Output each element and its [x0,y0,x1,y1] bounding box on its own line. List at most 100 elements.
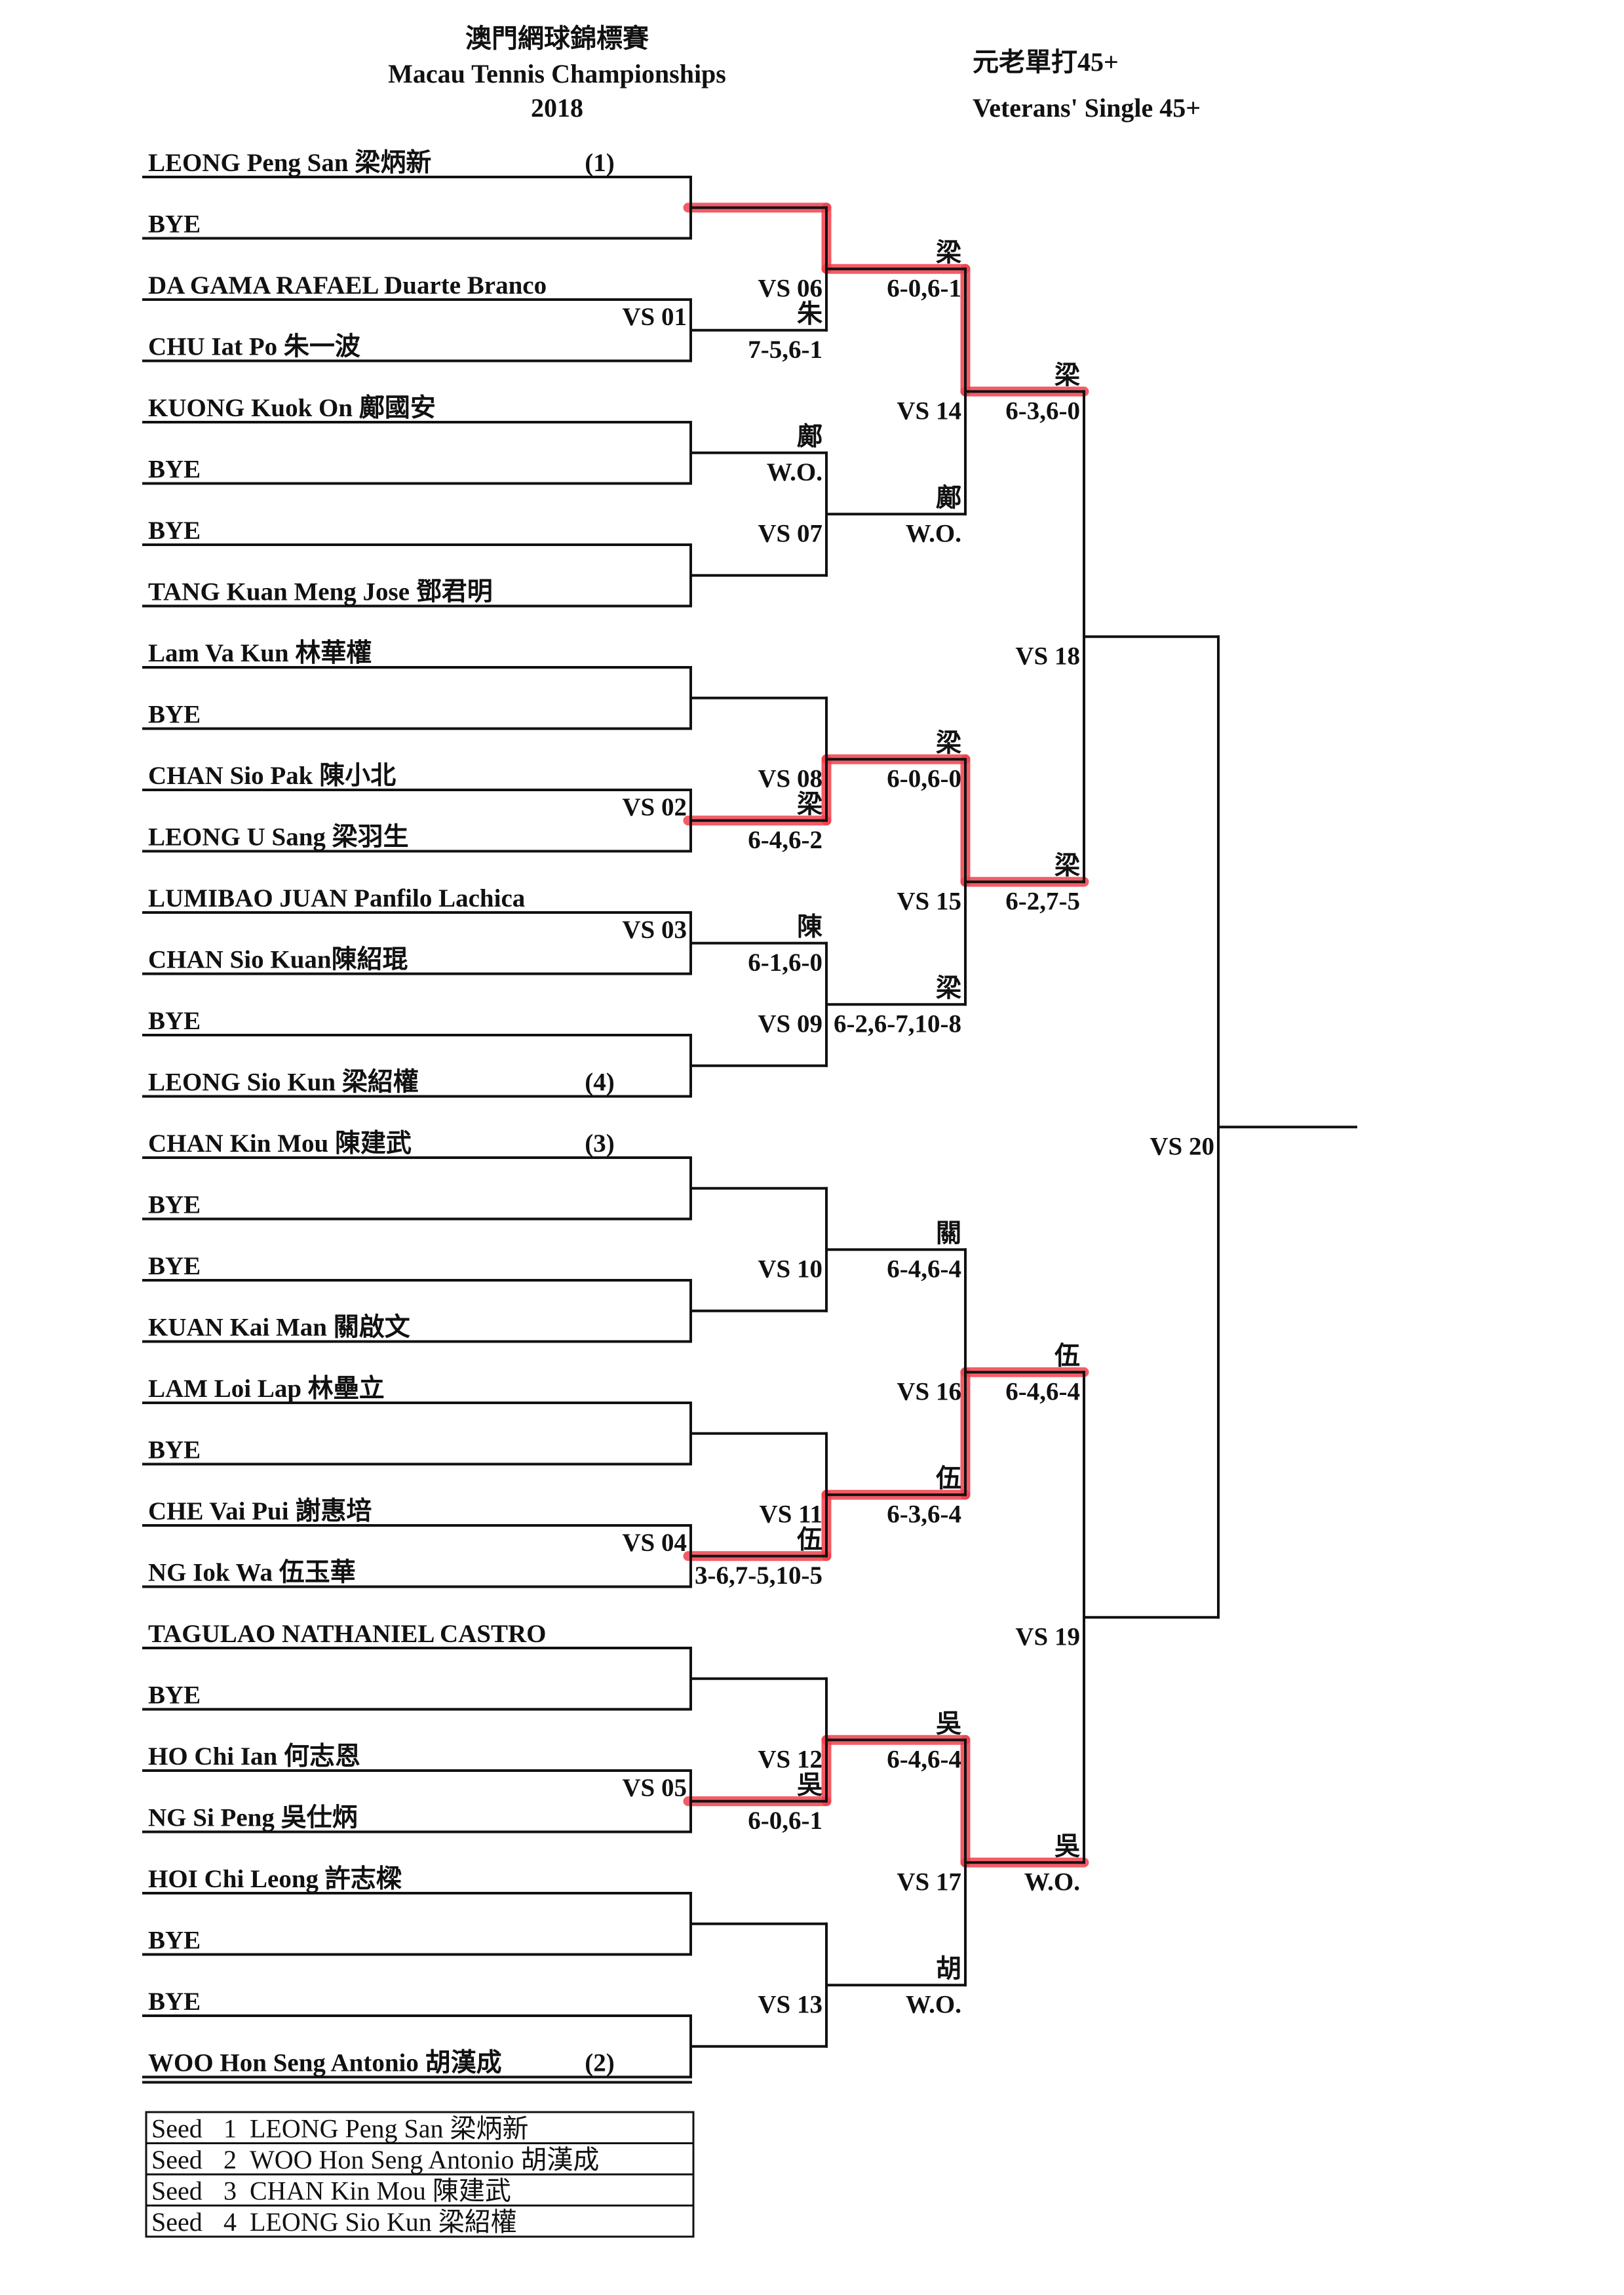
seed-marker: (2) [585,2049,614,2077]
player-name: CHAN Sio Kuan陳紹琨 [148,946,408,974]
match-winner: 伍 [936,1464,961,1493]
match-winner: 梁 [1054,361,1080,389]
player-name: BYE [148,1007,201,1035]
match-label: VS 17 [897,1868,961,1896]
match-label: VS 02 [622,793,687,821]
match-label: VS 10 [758,1255,822,1283]
match-label: VS 09 [758,1010,822,1038]
match-score: 6-4,6-4 [1005,1377,1080,1405]
match-score: W.O. [1024,1868,1080,1896]
match-label: VS 06 [758,274,822,302]
player-name: BYE [148,517,201,545]
match-winner: 胡 [936,1955,961,1983]
match-winner: 梁 [936,239,961,267]
match-score: 7-5,6-1 [748,336,822,364]
seed-player-name: LEONG Peng San 梁炳新 [250,2114,529,2144]
player-name: BYE [148,1681,201,1710]
match-winner: 關 [936,1219,961,1247]
match-label: VS 18 [1015,642,1080,670]
match-score: 6-1,6-0 [748,949,822,977]
title-chinese: 澳門網球錦標賽 [465,24,649,53]
match-score: 6-0,6-1 [748,1807,822,1835]
match-label: VS 15 [897,887,961,915]
match-label: VS 11 [760,1500,822,1528]
seed-player-name: LEONG Sio Kun 梁紹權 [250,2207,517,2237]
match-winner: 吳 [936,1710,962,1738]
title-year: 2018 [531,93,583,123]
player-name: CHAN Kin Mou 陳建武 [148,1129,412,1158]
player-name: CHAN Sio Pak 陳小北 [148,762,396,790]
player-name: KUONG Kuok On 鄺國安 [148,394,436,422]
match-winner: 鄺 [936,484,961,512]
match-label: VS 12 [758,1745,822,1773]
match-winner: 朱 [797,300,823,328]
seed-table: Seed 1 LEONG Peng San 梁炳新 Seed 2 WOO Hon Seng… [145,2111,695,2238]
match-label: VS 19 [1015,1622,1080,1651]
player-name: BYE [148,1988,201,2016]
player-name: LUMIBAO JUAN Panfilo Lachica [148,884,525,912]
player-name: HOI Chi Leong 許志樑 [148,1865,402,1893]
match-score: 6-2,7-5 [1005,887,1080,915]
match-label: VS 04 [622,1529,687,1557]
match-score: 6-3,6-0 [1005,397,1080,425]
seed-label: Seed [151,2145,203,2174]
seed-number: 3 [223,2176,237,2206]
player-name: TANG Kuan Meng Jose 鄧君明 [148,578,493,606]
player-name: Lam Va Kun 林華權 [148,639,372,667]
player-name: BYE [148,1927,201,1955]
match-score: 6-0,6-0 [887,764,961,793]
match-label: VS 07 [758,519,822,547]
player-name: WOO Hon Seng Antonio 胡漢成 [148,2049,502,2077]
player-name: BYE [148,701,201,729]
title-english: Macau Tennis Championships [388,59,726,88]
player-name: DA GAMA RAFAEL Duarte Branco [148,271,547,300]
header: 澳門網球錦標賽 Macau Tennis Championships 2018 … [388,24,1201,123]
match-score: 6-0,6-1 [887,274,961,302]
match-label: VS 16 [897,1377,961,1405]
player-name: LAM Loi Lap 林壘立 [148,1375,385,1403]
player-name: NG Iok Wa 伍玉華 [148,1559,356,1587]
seed-label: Seed [151,2114,203,2144]
player-name: LEONG Peng San 梁炳新 [148,149,431,177]
match-winner: 伍 [797,1526,822,1554]
match-score: W.O. [906,519,961,547]
match-score: 6-2,6-7,10-8 [834,1010,961,1038]
match-label: VS 03 [622,916,687,944]
player-name: LEONG Sio Kun 梁紹權 [148,1069,419,1097]
event-chinese: 元老單打45+ [973,47,1119,77]
match-score: 6-4,6-4 [887,1255,961,1283]
seed-marker: (3) [585,1129,614,1158]
player-name: HO Chi Ian 何志恩 [148,1742,360,1771]
seed-marker: (4) [585,1069,614,1097]
match-winner: 梁 [1054,852,1080,880]
player-name: KUAN Kai Man 關啟文 [148,1314,410,1342]
player-name: BYE [148,1252,201,1280]
player-name: BYE [148,1191,201,1219]
match-winner: 梁 [936,974,961,1002]
seed-player-name: CHAN Kin Mou 陳建武 [250,2176,511,2206]
match-score: 6-4,6-4 [887,1745,961,1773]
seed-number: 1 [223,2114,237,2144]
match-winner: 陳 [797,913,822,941]
player-name: BYE [148,456,201,484]
match-label: VS 14 [897,397,961,425]
player-name: NG Si Peng 吳仕炳 [148,1804,358,1832]
match-score: 6-4,6-2 [748,826,822,854]
match-score: W.O. [767,458,822,486]
match-score: W.O. [906,1990,961,2018]
seed-number: 4 [223,2207,237,2237]
player-name: CHE Vai Pui 謝惠培 [148,1497,372,1525]
player-name: LEONG U Sang 梁羽生 [148,823,409,852]
match-label: VS 05 [622,1774,687,1802]
player-name: TAGULAO NATHANIEL CASTRO [148,1620,547,1648]
match-winner: 梁 [936,729,961,757]
match-winner: 伍 [1054,1342,1080,1370]
match-winner: 吳 [797,1771,823,1799]
match-label: VS 20 [1150,1132,1214,1160]
match-score: 6-3,6-4 [887,1500,961,1528]
seed-player-name: WOO Hon Seng Antonio 胡漢成 [250,2145,599,2174]
match-winner: 梁 [797,791,822,819]
match-score: 3-6,7-5,10-5 [695,1561,822,1590]
